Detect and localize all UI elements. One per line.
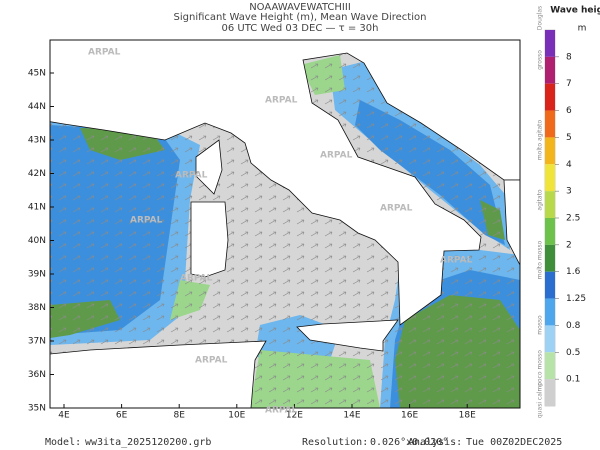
lat-label: 41N: [28, 203, 46, 213]
watermark: ARPAL: [88, 48, 121, 58]
colorbar-band: [545, 83, 555, 111]
sicily: [296, 319, 399, 352]
footer-analysis-label: Analysis:: [408, 437, 462, 448]
map-frame: [49, 39, 521, 409]
colorbar-tick: 0.1: [566, 375, 580, 385]
colorbar-band: [545, 218, 555, 245]
colorbar-tick: 8: [566, 52, 572, 62]
colorbar-band: [545, 271, 555, 299]
watermark: ARPAL: [130, 216, 163, 226]
colorbar-tick: 2: [566, 240, 572, 250]
title: NOAAWAVEWATCHIII: [249, 2, 351, 13]
sardinia: [190, 201, 229, 278]
colorbar-band: [545, 137, 555, 165]
sea-state-class: quasi calmo: [537, 382, 544, 418]
colorbar-band: [545, 244, 555, 272]
colorbar-band: [545, 325, 555, 353]
colorbar-band: [545, 110, 555, 138]
lat-label: 44N: [28, 102, 46, 112]
mainland: [50, 40, 520, 326]
sea-state-class: molto mosso: [537, 240, 544, 279]
watermark: ARPAL: [380, 204, 413, 214]
sea-state-class: mosso: [537, 315, 544, 335]
lat-label: 37N: [28, 337, 46, 347]
colorbar-tick: 7: [566, 79, 572, 89]
lat-label: 45N: [28, 69, 46, 79]
colorbar-tick: 0.8: [566, 321, 581, 331]
watermark: ARPAL: [265, 96, 298, 106]
colorbar-band: [545, 56, 555, 84]
colorbar-tick: 5: [566, 133, 572, 143]
watermark: ARPAL: [440, 256, 473, 266]
colorbar-title: Wave height: [550, 6, 600, 16]
lon-label: 4E: [58, 411, 70, 421]
lat-label: 36N: [28, 370, 46, 380]
lon-label: 16E: [401, 411, 418, 421]
footer-resolution-label: Resolution:: [302, 437, 368, 448]
colorbar-tick: 0.5: [566, 348, 580, 358]
sea-state-class: poco mosso: [537, 350, 544, 386]
sea-state-class: Douglas: [537, 6, 544, 30]
colorbar-unit: m: [578, 24, 587, 34]
footer-model: ww3ita_2025120200.grb: [85, 437, 211, 448]
colorbar-band: [545, 352, 555, 380]
balkans: [503, 179, 520, 266]
subtitle: Significant Wave Height (m), Mean Wave D…: [174, 12, 427, 23]
colorbar-band: [545, 191, 555, 218]
lat-label: 43N: [28, 136, 46, 146]
land: [50, 40, 520, 408]
colorbar-band: [545, 379, 555, 406]
colorbar-band: [545, 164, 555, 192]
lon-label: 14E: [343, 411, 360, 421]
colorbar-band: [545, 30, 555, 57]
lon-label: 18E: [459, 411, 476, 421]
colorbar-tick: 1.25: [566, 294, 586, 304]
colorbar-band: [545, 298, 555, 326]
colorbar-tick: 1.6: [566, 267, 581, 277]
lat-label: 35N: [28, 404, 46, 414]
footer-resolution: 0.026°x0.020°: [370, 437, 448, 448]
lat-label: 42N: [28, 169, 46, 179]
corsica: [195, 139, 223, 195]
watermark: ARPAL: [265, 406, 298, 416]
map: [50, 40, 520, 408]
colorbar-tick: 4: [566, 160, 572, 170]
lat-label: 39N: [28, 270, 46, 280]
africa: [50, 340, 267, 408]
sea-state-class: agitato: [537, 189, 544, 211]
colorbar-tick: 6: [566, 106, 572, 116]
forecast-time: 06 UTC Wed 03 DEC — τ = 30h: [222, 23, 379, 34]
sea-state-class: molto agitato: [537, 120, 544, 161]
lon-label: 12E: [286, 411, 303, 421]
sea-state-class: grosso: [537, 50, 544, 70]
colorbar-tick: 3: [566, 187, 572, 197]
colorbar-tick: 2.5: [566, 214, 580, 224]
footer-model-label: Model:: [45, 437, 81, 448]
footer-analysis: Tue 00Z02DEC2025: [466, 437, 562, 448]
lat-label: 40N: [28, 236, 46, 246]
lon-label: 8E: [173, 411, 185, 421]
watermark: ARPAL: [195, 356, 228, 366]
watermark: ARPAL: [180, 274, 213, 284]
watermark: ARPAL: [320, 151, 353, 161]
lat-label: 38N: [28, 303, 46, 313]
lon-label: 6E: [116, 411, 128, 421]
lon-label: 10E: [228, 411, 245, 421]
watermark: ARPAL: [175, 171, 208, 181]
